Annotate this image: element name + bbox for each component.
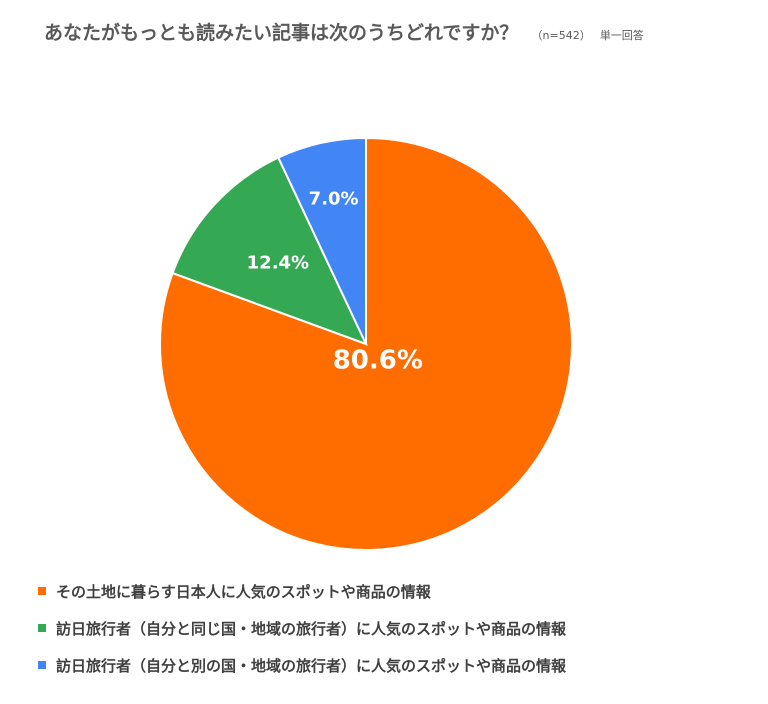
legend-swatch [38,624,46,632]
legend-swatch [38,661,46,669]
pie-label-same-country-visitors: 12.4% [247,252,309,273]
chart-legend: その土地に暮らす日本人に人気のスポットや商品の情報 訪日旅行者（自分と同じ国・地… [38,578,566,689]
legend-item-other-country-visitors: 訪日旅行者（自分と別の国・地域の旅行者）に人気のスポットや商品の情報 [38,652,566,678]
pie-slice-other-country-visitors [276,136,367,345]
answer-type-note: 単一回答 [599,29,644,42]
pie-chart: 80.6% 12.4% 7.0% [159,136,573,551]
legend-swatch [38,587,46,595]
legend-item-local-residents: その土地に暮らす日本人に人気のスポットや商品の情報 [38,578,566,604]
sample-size-note: （n=542） [531,29,591,42]
pie-slice-local-residents [159,136,573,551]
pie-label-local-residents: 80.6% [333,345,423,375]
chart-title: あなたがもっとも読みたい記事は次のうちどれですか？ [44,22,519,44]
pie-label-other-country-visitors: 7.0% [309,188,359,209]
legend-label: 訪日旅行者（自分と同じ国・地域の旅行者）に人気のスポットや商品の情報 [56,619,567,638]
legend-label: その土地に暮らす日本人に人気のスポットや商品の情報 [56,582,431,601]
legend-label: 訪日旅行者（自分と別の国・地域の旅行者）に人気のスポットや商品の情報 [56,656,567,675]
pie-slice-same-country-visitors [171,156,368,346]
chart-header: あなたがもっとも読みたい記事は次のうちどれですか？ （n=542） 単一回答 [44,18,764,45]
legend-item-same-country-visitors: 訪日旅行者（自分と同じ国・地域の旅行者）に人気のスポットや商品の情報 [38,615,566,641]
